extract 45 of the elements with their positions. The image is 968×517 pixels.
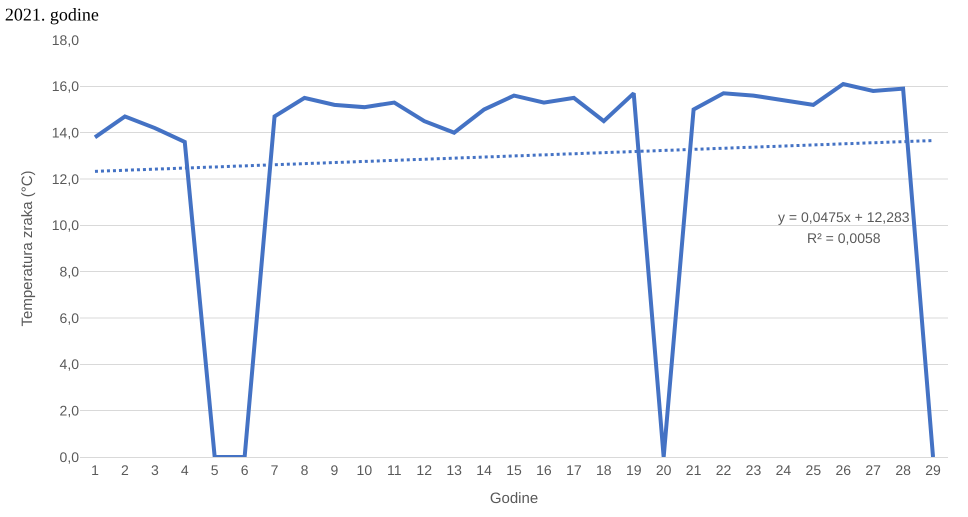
x-tick-label: 2 (121, 462, 129, 478)
x-tick-label: 19 (626, 462, 642, 478)
y-tick-label: 14,0 (52, 124, 80, 141)
x-tick-label: 7 (270, 462, 279, 478)
x-tick-label: 13 (446, 462, 462, 478)
y-tick-label: 18,0 (52, 32, 80, 48)
x-tick-label: 5 (210, 462, 219, 478)
x-tick-label: 28 (895, 462, 912, 478)
x-tick-label: 17 (566, 462, 582, 478)
annotation: R² = 0,0058 (807, 230, 881, 246)
x-tick-label: 29 (925, 462, 942, 478)
x-tick-label: 14 (476, 462, 492, 478)
x-tick-label: 24 (776, 462, 792, 478)
x-tick-label: 26 (835, 462, 852, 478)
x-tick-label: 21 (686, 462, 702, 478)
x-tick-label: 25 (806, 462, 822, 478)
x-tick-label: 10 (356, 462, 372, 478)
x-tick-label: 15 (506, 462, 522, 478)
y-tick-label: 8,0 (60, 264, 80, 280)
x-tick-label: 6 (240, 462, 249, 478)
x-tick-label: 23 (746, 462, 762, 478)
x-tick-label: 22 (716, 462, 732, 478)
y-axis-title: Temperatura zraka (°C) (19, 170, 36, 327)
chart-title: 2021. godine (4, 4, 99, 24)
y-tick-label: 4,0 (60, 356, 80, 372)
x-tick-label: 3 (150, 462, 159, 478)
y-tick-label: 0,0 (60, 448, 80, 465)
x-tick-label: 27 (865, 462, 882, 478)
x-tick-label: 18 (596, 462, 612, 478)
x-tick-label: 16 (536, 462, 552, 478)
line-series (92, 82, 936, 457)
x-tick-label: 11 (387, 462, 402, 478)
x-tick-label: 12 (416, 462, 432, 478)
x-tick-label: 20 (656, 462, 672, 478)
x-tick-label: 9 (330, 462, 339, 478)
y-tick-label: 6,0 (60, 310, 80, 326)
x-tick-label: 1 (91, 462, 100, 478)
y-tick-label: 2,0 (60, 402, 80, 419)
y-tick-label: 12,0 (52, 170, 80, 187)
x-tick-label: 4 (180, 462, 189, 478)
x-tick-label: 8 (300, 462, 309, 478)
y-tick-label: 16,0 (52, 78, 80, 94)
annotation: y = 0,0475x + 12,283 (778, 209, 910, 225)
x-axis-title: Godine (490, 490, 538, 507)
y-tick-label: 10,0 (52, 217, 80, 234)
